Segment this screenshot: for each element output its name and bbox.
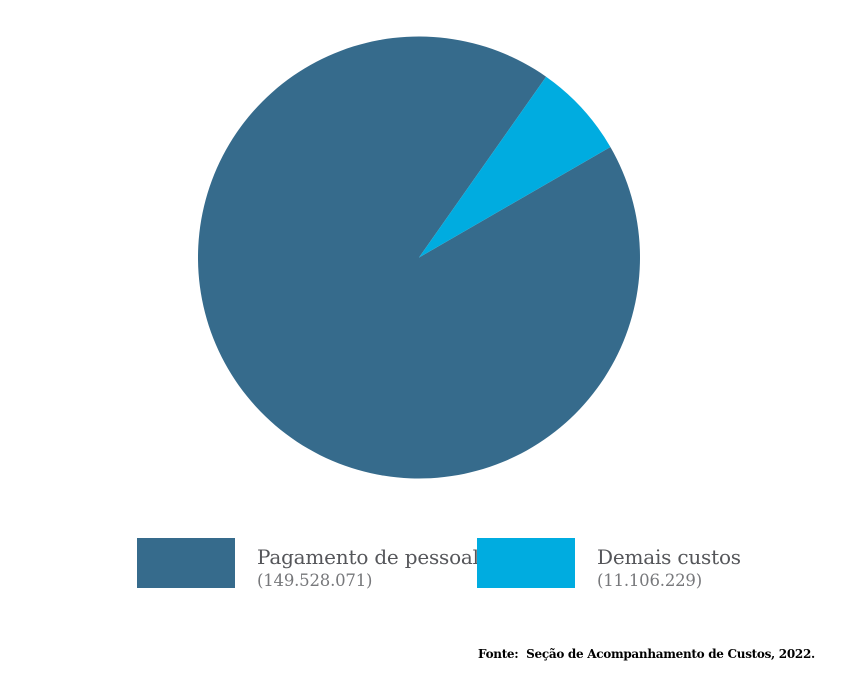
pie-slice-pagamento-de-pessoal bbox=[197, 36, 640, 479]
legend-swatch-pagamento-de-pessoal bbox=[137, 538, 235, 588]
legend-item-pagamento-de-pessoal: Pagamento de pessoal (149.528.071) bbox=[137, 538, 479, 591]
legend-value: (149.528.071) bbox=[257, 571, 373, 590]
legend-text-block: Pagamento de pessoal (149.528.071) bbox=[257, 538, 479, 591]
legend-text-block: Demais custos (11.106.229) bbox=[597, 538, 741, 591]
legend-value: (11.106.229) bbox=[597, 571, 702, 590]
legend-swatch-demais-custos bbox=[477, 538, 575, 588]
legend-item-demais-custos: Demais custos (11.106.229) bbox=[477, 538, 741, 591]
source-note: Fonte: Seção de Acompanhamento de Custos… bbox=[478, 647, 815, 661]
legend-label: Pagamento de pessoal bbox=[257, 545, 479, 569]
legend-label: Demais custos bbox=[597, 545, 741, 569]
pie-slice-demais-custos bbox=[419, 76, 611, 258]
